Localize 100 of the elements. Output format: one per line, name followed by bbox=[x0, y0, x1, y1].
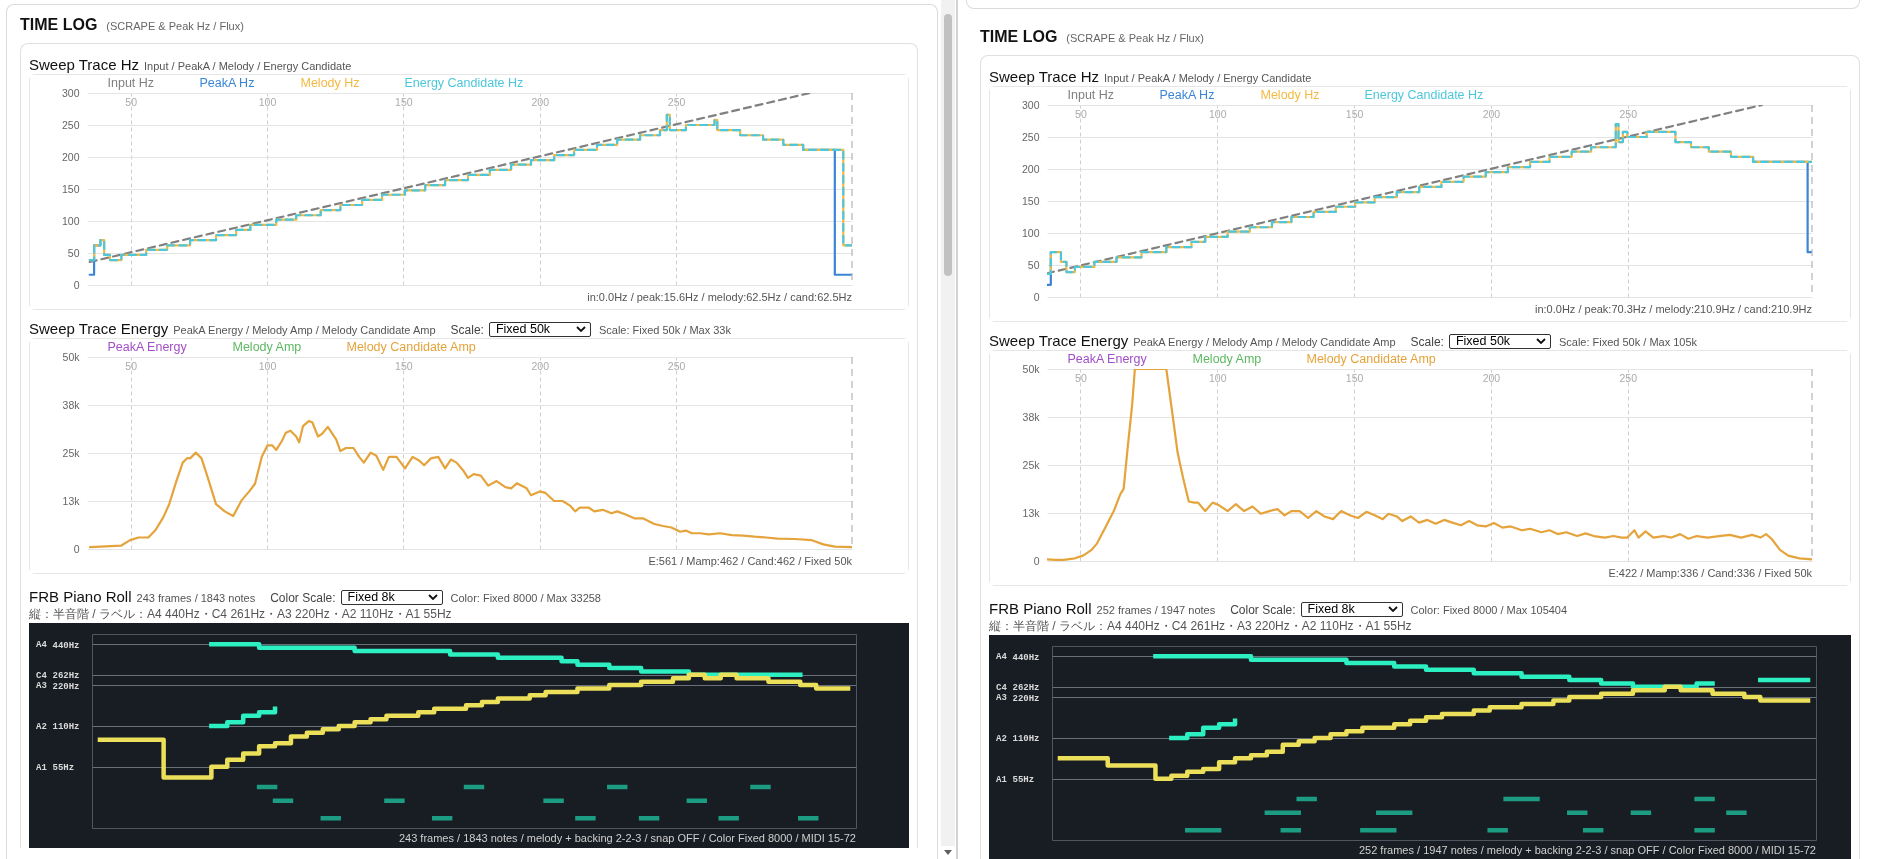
legend-label: Melody Amp bbox=[1192, 352, 1262, 367]
text: 縦：半音階 / ラベル：A4 440Hz・C4 261Hz・A3 220Hz・A2 110Hz・A1 55Hz bbox=[29, 606, 453, 623]
x-tick-label: 150 bbox=[395, 95, 413, 108]
y-tick-label: 50 bbox=[67, 246, 80, 259]
y-tick-label: 110Hz bbox=[52, 722, 80, 733]
y-tick-label: 100 bbox=[1021, 226, 1040, 239]
y-tick-label: 25k bbox=[62, 446, 81, 459]
x-tick-label: 200 bbox=[1482, 107, 1501, 120]
text: Melody Candidate Amp bbox=[1306, 352, 1436, 367]
text: A4 bbox=[36, 640, 48, 651]
x-tick-label: 150 bbox=[395, 359, 413, 372]
text: 252 frames / 1947 notes / melody + backing 2-2-3 / snap OFF / Color Fixed 8000 / MIDI 15-72 bbox=[1358, 843, 1816, 857]
text: Scale: Fixed 50k / Max 105k bbox=[1558, 335, 1698, 350]
y-tick-label: 300 bbox=[61, 86, 80, 99]
text: Color: Fixed 8000 / Max 105404 bbox=[1410, 603, 1568, 618]
text: TIME LOG bbox=[980, 27, 1058, 47]
legend-label: PeakA Energy bbox=[107, 340, 188, 355]
x-tick-label: 100 bbox=[1208, 107, 1227, 120]
y-tick-label: 220Hz bbox=[52, 681, 80, 692]
y-tick-label: 55Hz bbox=[52, 763, 75, 774]
x-tick-label: 250 bbox=[667, 95, 686, 108]
text: Color Scale: bbox=[270, 590, 336, 607]
y-tick-label: 0 bbox=[73, 278, 80, 291]
y-tick-label: 25k bbox=[1022, 458, 1041, 471]
text: A4 bbox=[996, 652, 1008, 663]
text: Melody Candidate Amp bbox=[346, 340, 476, 355]
y-tick-label: 440Hz bbox=[1012, 652, 1040, 663]
text: A3 bbox=[996, 693, 1007, 704]
text: (SCRAPE & Peak Hz / Flux) bbox=[106, 19, 244, 34]
legend-label: Melody Amp bbox=[232, 340, 302, 355]
x-tick-label: 50 bbox=[1075, 107, 1087, 120]
y-tick-label: 440Hz bbox=[52, 640, 80, 651]
x-tick-label: 100 bbox=[258, 359, 277, 372]
chart-subtitle: Input / PeakA / Melody / Energy Candidate bbox=[1104, 71, 1312, 86]
y-tick-label: 13k bbox=[1022, 506, 1041, 519]
y-tick-label: 50 bbox=[1027, 258, 1040, 271]
y-tick-label: 220Hz bbox=[1012, 693, 1040, 704]
y-tick-label: 300 bbox=[1021, 98, 1040, 111]
text: A1 bbox=[36, 762, 48, 773]
y-tick-label: 50k bbox=[1022, 362, 1041, 375]
x-tick-label: 250 bbox=[1619, 107, 1638, 120]
x-tick-label: 50 bbox=[1075, 371, 1087, 384]
chart-subtitle: 243 frames / 1843 notes bbox=[136, 591, 256, 606]
x-tick-label: 150 bbox=[1345, 107, 1364, 120]
dropdown: Fixed 8k bbox=[1300, 601, 1403, 617]
text: 縦：半音階 / ラベル：A4 440Hz・C4 261Hz・A3 220Hz・A2 110Hz・A1 55Hz bbox=[989, 618, 1413, 635]
y-tick-label: 200 bbox=[1021, 162, 1040, 175]
x-tick-label: 250 bbox=[1619, 371, 1638, 384]
chart-title: FRB Piano Roll bbox=[989, 600, 1092, 618]
text: E:561 / Mamp:462 / Cand:462 / Fixed 50k bbox=[648, 554, 852, 568]
text: TIME LOG bbox=[20, 15, 98, 35]
text: 243 frames / 1843 notes / melody + backing 2-2-3 / snap OFF / Color Fixed 8000 / MIDI 15-72 bbox=[398, 831, 856, 845]
text: Scale: Fixed 50k / Max 33k bbox=[598, 323, 731, 338]
y-tick-label: 0 bbox=[73, 542, 80, 555]
text: Energy Candidate Hz bbox=[1364, 88, 1484, 103]
dropdown: Fixed 50k bbox=[488, 321, 591, 337]
y-tick-label: 38k bbox=[62, 398, 81, 411]
y-tick-label: 250 bbox=[1021, 130, 1040, 143]
y-tick-label: 262Hz bbox=[52, 671, 80, 682]
chart-subtitle: PeakA Energy / Melody Amp / Melody Candidate Amp bbox=[173, 323, 436, 338]
x-tick-label: 100 bbox=[1208, 371, 1227, 384]
y-tick-label: 150 bbox=[1021, 194, 1040, 207]
text: in:0.0Hz / peak:15.6Hz / melody:62.5Hz / cand:62.5Hz bbox=[587, 290, 852, 304]
chart-title: Sweep Trace Hz bbox=[29, 56, 140, 74]
text: C4 bbox=[36, 670, 48, 681]
text: A2 bbox=[36, 721, 47, 732]
text: Color: Fixed 8000 / Max 33258 bbox=[450, 591, 601, 606]
dropdown: Fixed 8k bbox=[340, 589, 443, 605]
y-tick-label: 0 bbox=[1033, 554, 1040, 567]
x-tick-label: 200 bbox=[531, 359, 550, 372]
text: PeakA Hz bbox=[199, 76, 255, 91]
y-tick-label: 38k bbox=[1022, 410, 1041, 423]
text: PeakA Hz bbox=[1159, 88, 1215, 103]
text: Scale: bbox=[450, 322, 484, 339]
text: (SCRAPE & Peak Hz / Flux) bbox=[1066, 31, 1204, 46]
text: Scale: bbox=[1410, 334, 1444, 351]
text: A3 bbox=[36, 681, 47, 692]
text: Energy Candidate Hz bbox=[404, 76, 524, 91]
y-tick-label: 200 bbox=[61, 150, 80, 163]
y-tick-label: 0 bbox=[1033, 290, 1040, 303]
y-tick-label: 50k bbox=[62, 350, 81, 363]
chart-title: Sweep Trace Energy bbox=[989, 332, 1129, 350]
x-tick-label: 50 bbox=[125, 359, 138, 372]
text: in:0.0Hz / peak:70.3Hz / melody:210.9Hz / cand:210.9Hz bbox=[1535, 302, 1812, 316]
text: Melody Hz bbox=[1260, 88, 1320, 103]
dropdown: Fixed 50k bbox=[1448, 333, 1551, 349]
y-tick-label: 13k bbox=[62, 494, 81, 507]
text: A1 bbox=[996, 774, 1008, 785]
x-tick-label: 200 bbox=[1482, 371, 1501, 384]
y-tick-label: 250 bbox=[61, 118, 80, 131]
text: E:422 / Mamp:336 / Cand:336 / Fixed 50k bbox=[1608, 566, 1812, 580]
text: C4 bbox=[996, 682, 1008, 693]
y-tick-label: 55Hz bbox=[1012, 775, 1035, 786]
text: Melody Hz bbox=[300, 76, 360, 91]
x-tick-label: 50 bbox=[125, 95, 138, 108]
chart-subtitle: PeakA Energy / Melody Amp / Melody Candidate Amp bbox=[1133, 335, 1396, 350]
text: Input Hz bbox=[1067, 88, 1115, 103]
chart-title: Sweep Trace Hz bbox=[989, 68, 1100, 86]
chart-subtitle: 252 frames / 1947 notes bbox=[1096, 603, 1216, 618]
y-tick-label: 100 bbox=[61, 214, 80, 227]
